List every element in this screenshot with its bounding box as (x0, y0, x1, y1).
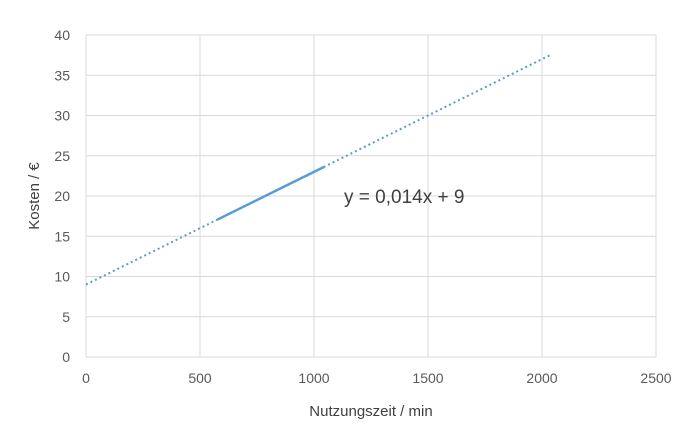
x-tick-label: 2000 (526, 370, 557, 386)
y-tick-label: 25 (54, 148, 70, 164)
x-axis-title: Nutzungszeit / min (309, 403, 432, 420)
y-tick-label: 5 (62, 309, 70, 325)
y-tick-label: 30 (54, 108, 70, 124)
series-line (216, 166, 325, 221)
trendline (85, 53, 552, 286)
x-tick-label: 1000 (298, 370, 329, 386)
x-tick-label: 2500 (640, 370, 671, 386)
trendline-equation-label: y = 0,014x + 9 (344, 187, 464, 208)
y-tick-label: 35 (54, 67, 70, 83)
y-tick-label: 10 (54, 269, 70, 285)
grid (85, 34, 657, 358)
x-tick-label: 0 (82, 370, 90, 386)
plot-area (85, 53, 552, 286)
y-axis-title: Kosten / € (26, 162, 43, 230)
y-tick-label: 40 (54, 27, 70, 43)
x-tick-label: 500 (188, 370, 212, 386)
y-tick-label: 0 (62, 349, 70, 365)
x-tick-label: 1500 (412, 370, 443, 386)
y-tick-label: 20 (54, 188, 70, 204)
y-tick-label: 15 (54, 228, 70, 244)
tick-labels: 0 5 10 15 20 25 30 35 40 0 500 1000 1500 2000 2500 (54, 27, 671, 386)
